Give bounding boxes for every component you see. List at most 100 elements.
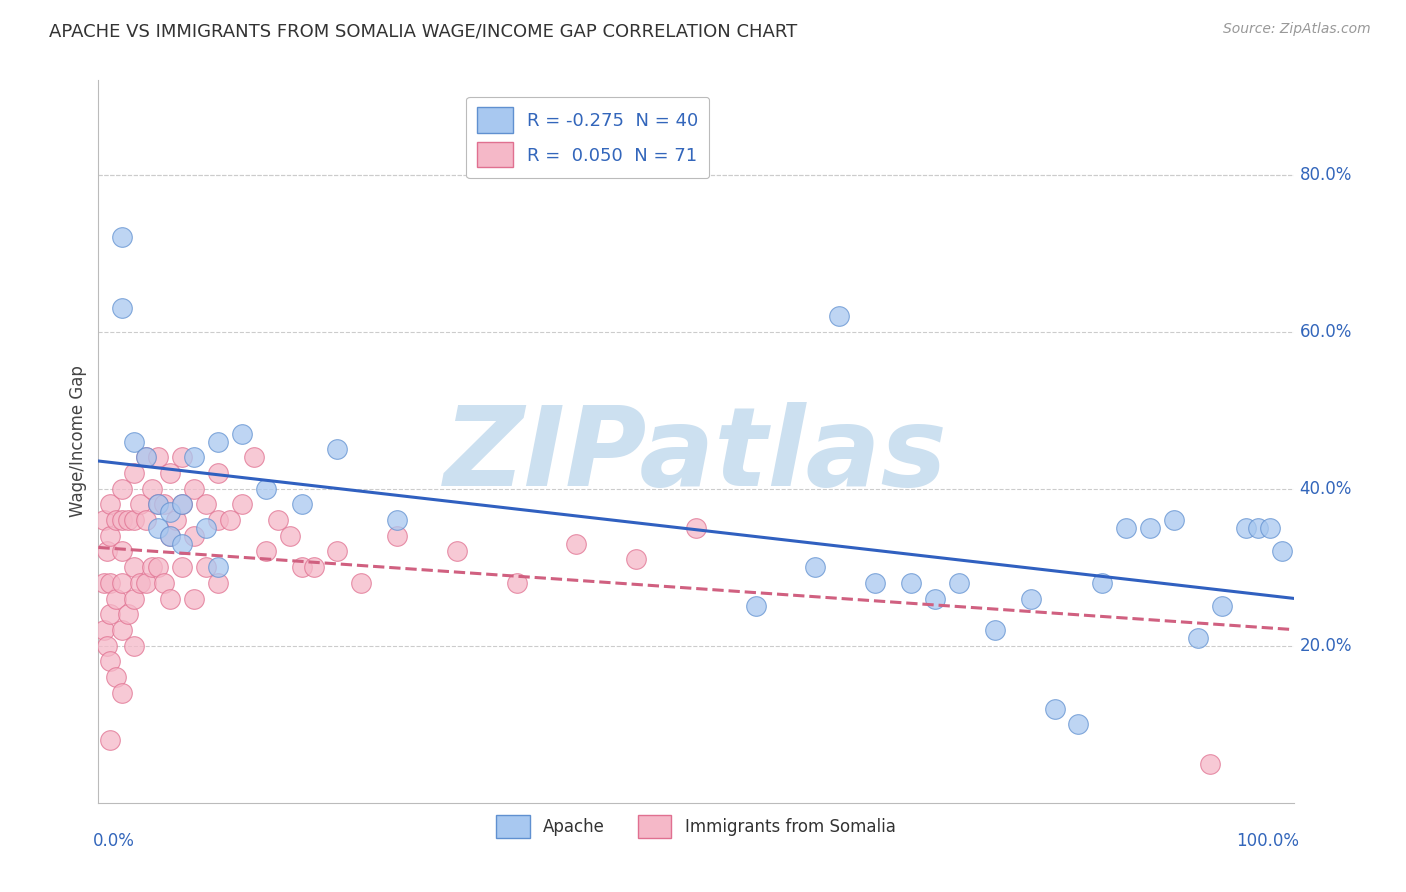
Point: [1067, 717, 1090, 731]
Point: [148, 497, 170, 511]
Point: [98, 607, 122, 622]
Point: [183, 450, 205, 465]
Point: [96, 544, 118, 558]
Point: [1163, 513, 1185, 527]
Point: [96, 639, 118, 653]
Point: [111, 575, 134, 590]
Point: [148, 497, 170, 511]
Text: 80.0%: 80.0%: [1299, 166, 1353, 184]
Point: [1234, 521, 1257, 535]
Point: [105, 513, 128, 527]
Point: [153, 497, 176, 511]
Point: [195, 560, 218, 574]
Point: [105, 670, 128, 684]
Text: 40.0%: 40.0%: [1299, 480, 1353, 498]
Point: [219, 513, 242, 527]
Point: [159, 591, 181, 606]
Point: [924, 591, 946, 606]
Point: [1043, 701, 1066, 715]
Point: [685, 521, 707, 535]
Point: [129, 497, 152, 511]
Point: [1258, 521, 1281, 535]
Point: [135, 450, 157, 465]
Point: [172, 497, 194, 511]
Point: [1187, 631, 1209, 645]
Point: [98, 733, 122, 747]
Point: [93, 623, 115, 637]
Point: [183, 591, 205, 606]
Point: [1247, 521, 1270, 535]
Point: [745, 599, 768, 614]
Point: [124, 591, 146, 606]
Point: [267, 513, 290, 527]
Legend: Apache, Immigrants from Somalia: Apache, Immigrants from Somalia: [489, 808, 903, 845]
Point: [291, 560, 314, 574]
Point: [98, 655, 122, 669]
Point: [98, 529, 122, 543]
Point: [117, 513, 139, 527]
Point: [183, 529, 205, 543]
Point: [172, 497, 194, 511]
Point: [385, 529, 409, 543]
Point: [117, 607, 139, 622]
Point: [105, 591, 128, 606]
Point: [148, 521, 170, 535]
Point: [1091, 575, 1114, 590]
Point: [1211, 599, 1233, 614]
Text: 0.0%: 0.0%: [93, 831, 135, 850]
Point: [93, 513, 115, 527]
Point: [865, 575, 887, 590]
Point: [124, 466, 146, 480]
Point: [98, 497, 122, 511]
Text: Source: ZipAtlas.com: Source: ZipAtlas.com: [1223, 22, 1371, 37]
Point: [207, 575, 229, 590]
Point: [98, 575, 122, 590]
Point: [183, 482, 205, 496]
Point: [148, 560, 170, 574]
Point: [804, 560, 827, 574]
Text: APACHE VS IMMIGRANTS FROM SOMALIA WAGE/INCOME GAP CORRELATION CHART: APACHE VS IMMIGRANTS FROM SOMALIA WAGE/I…: [49, 22, 797, 40]
Point: [1139, 521, 1161, 535]
Point: [153, 575, 176, 590]
Point: [159, 529, 181, 543]
Point: [278, 529, 301, 543]
Point: [111, 623, 134, 637]
Point: [111, 482, 134, 496]
Point: [254, 544, 277, 558]
Point: [984, 623, 1007, 637]
Point: [159, 529, 181, 543]
Point: [565, 536, 588, 550]
Point: [195, 521, 218, 535]
Point: [135, 450, 157, 465]
Point: [302, 560, 325, 574]
Point: [326, 544, 349, 558]
Point: [207, 466, 229, 480]
Point: [385, 513, 409, 527]
Point: [446, 544, 468, 558]
Point: [1019, 591, 1042, 606]
Point: [207, 560, 229, 574]
Text: 100.0%: 100.0%: [1236, 831, 1299, 850]
Point: [172, 560, 194, 574]
Point: [1199, 756, 1222, 771]
Point: [231, 426, 253, 441]
Point: [111, 513, 134, 527]
Text: 60.0%: 60.0%: [1299, 323, 1353, 341]
Point: [111, 686, 134, 700]
Y-axis label: Wage/Income Gap: Wage/Income Gap: [69, 366, 87, 517]
Point: [124, 560, 146, 574]
Point: [1115, 521, 1137, 535]
Point: [948, 575, 970, 590]
Text: 20.0%: 20.0%: [1299, 637, 1353, 655]
Point: [111, 301, 134, 315]
Point: [506, 575, 529, 590]
Text: ZIPatlas: ZIPatlas: [444, 402, 948, 509]
Point: [135, 513, 157, 527]
Point: [159, 466, 181, 480]
Point: [135, 575, 157, 590]
Point: [254, 482, 277, 496]
Point: [111, 544, 134, 558]
Point: [195, 497, 218, 511]
Point: [900, 575, 922, 590]
Point: [111, 230, 134, 244]
